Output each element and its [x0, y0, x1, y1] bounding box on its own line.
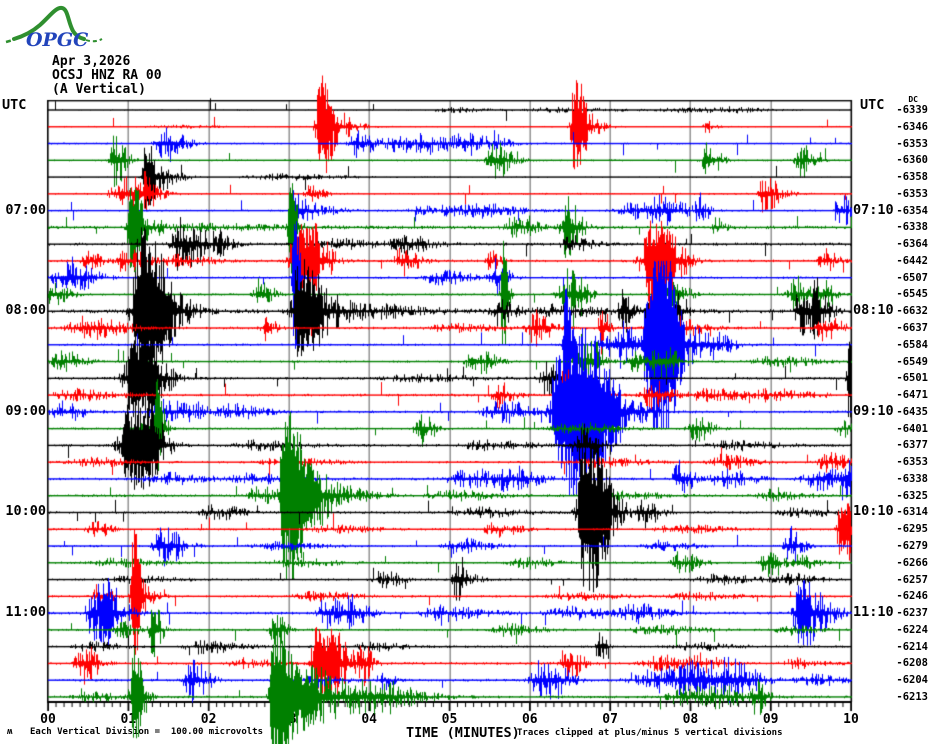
logo-left-dash: [5, 38, 14, 44]
logo-ridge: [12, 5, 86, 41]
logo-right-dash: [85, 38, 103, 43]
opgc-logo: OPGC: [4, 2, 114, 52]
opgc-logo-graphic: OPGC: [5, 5, 103, 51]
opgc-logo-text: OPGC: [26, 29, 88, 51]
